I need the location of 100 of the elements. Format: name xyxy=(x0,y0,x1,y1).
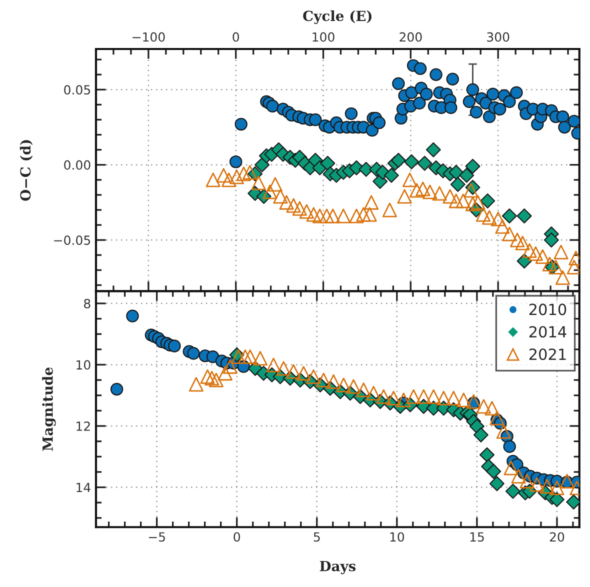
point xyxy=(262,184,278,200)
point xyxy=(390,152,406,168)
legend-label: 2021 xyxy=(529,348,566,360)
point xyxy=(110,382,124,396)
point xyxy=(229,170,244,184)
point xyxy=(242,165,258,180)
point xyxy=(446,390,461,406)
point xyxy=(505,484,520,499)
x-tick-label: 15 xyxy=(470,532,484,542)
point xyxy=(126,310,139,322)
point xyxy=(238,349,252,364)
point xyxy=(222,359,238,374)
point xyxy=(208,372,224,388)
point xyxy=(320,156,336,171)
legend-label: 2014 xyxy=(529,326,566,338)
y-tick-label: 12 xyxy=(76,421,90,431)
x-tick-label: −5 xyxy=(148,532,165,542)
point xyxy=(442,189,458,204)
point xyxy=(503,440,516,453)
point xyxy=(459,168,474,183)
x-tick-label: 300 xyxy=(487,32,510,42)
point xyxy=(404,154,420,170)
legend-label: 2010 xyxy=(529,304,566,316)
point xyxy=(516,208,532,224)
point xyxy=(187,347,200,360)
point xyxy=(490,410,504,426)
x-tick-label: 100 xyxy=(312,32,334,42)
point xyxy=(530,477,544,492)
y-tick-label: −0.05 xyxy=(54,235,90,245)
x-tick-label: 10 xyxy=(390,532,404,542)
point xyxy=(484,400,500,416)
point xyxy=(200,369,215,384)
point xyxy=(397,189,412,204)
point xyxy=(273,189,288,204)
point xyxy=(470,195,486,210)
x-axis-title: Cycle (E) xyxy=(303,10,372,24)
point xyxy=(482,210,497,225)
point xyxy=(426,389,441,404)
point xyxy=(528,246,543,261)
point xyxy=(476,207,491,222)
point xyxy=(276,361,291,376)
point xyxy=(535,249,550,264)
point xyxy=(188,377,204,392)
point xyxy=(306,207,321,222)
point xyxy=(402,172,418,188)
point xyxy=(292,201,307,216)
point xyxy=(316,372,331,388)
point xyxy=(510,232,525,248)
point xyxy=(426,142,441,158)
x-tick-label: 5 xyxy=(314,532,320,542)
point xyxy=(511,468,526,484)
point xyxy=(486,464,502,479)
point xyxy=(396,392,411,408)
y-axis-title: O−C (d) xyxy=(20,140,33,201)
x-tick-label: 0 xyxy=(232,32,239,42)
point xyxy=(306,369,321,384)
point xyxy=(416,389,431,404)
point xyxy=(464,183,478,198)
point xyxy=(548,260,564,274)
point xyxy=(450,176,466,192)
point xyxy=(268,177,282,192)
point xyxy=(550,480,564,496)
point xyxy=(448,194,464,208)
point xyxy=(410,183,424,198)
point xyxy=(168,340,181,352)
point xyxy=(386,390,401,406)
point xyxy=(496,424,511,439)
point xyxy=(432,186,447,201)
point xyxy=(286,198,301,213)
point xyxy=(299,204,314,219)
point xyxy=(489,476,504,492)
point xyxy=(540,479,554,494)
point xyxy=(416,182,430,196)
point xyxy=(502,226,517,242)
point xyxy=(406,389,421,404)
point xyxy=(236,166,251,182)
point xyxy=(422,184,438,200)
point xyxy=(456,194,470,208)
point xyxy=(252,350,268,366)
point xyxy=(473,427,488,442)
point xyxy=(356,382,371,398)
point xyxy=(490,212,506,226)
point xyxy=(495,219,510,234)
point xyxy=(336,378,351,392)
point xyxy=(544,232,559,248)
y-tick-label: 0.05 xyxy=(64,85,90,95)
point xyxy=(319,208,334,224)
point xyxy=(242,349,258,364)
x-tick-label: 20 xyxy=(550,532,564,542)
point xyxy=(549,492,564,508)
x-axis-title: Days xyxy=(320,560,356,574)
point xyxy=(362,207,377,222)
point xyxy=(520,474,534,488)
point xyxy=(382,202,397,218)
point xyxy=(480,447,495,462)
point xyxy=(522,243,537,258)
point xyxy=(465,158,480,174)
point xyxy=(222,172,236,188)
point xyxy=(364,195,379,210)
point xyxy=(376,389,391,404)
